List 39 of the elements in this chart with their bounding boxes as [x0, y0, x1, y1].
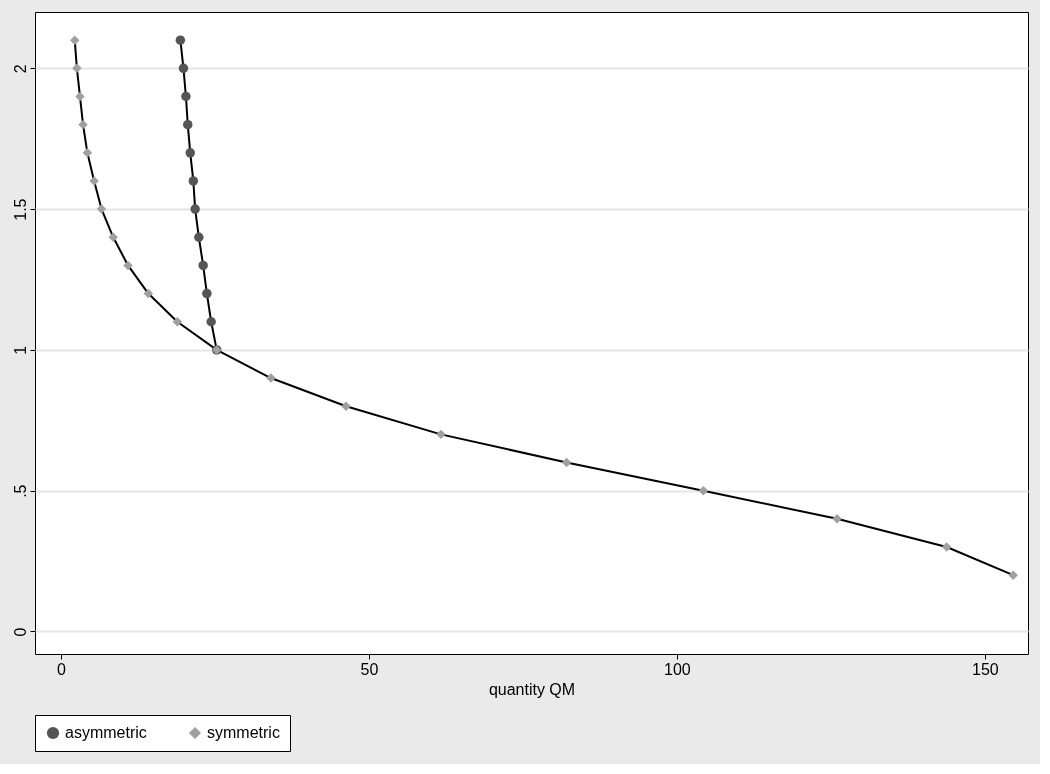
point [72, 63, 82, 74]
point [206, 317, 216, 327]
point [1008, 570, 1018, 580]
x-tick-label: 150 [972, 660, 999, 678]
x-tick-label: 0 [56, 660, 66, 678]
point [75, 91, 85, 102]
legend-label: symmetric [207, 724, 280, 741]
point [188, 176, 199, 186]
point [78, 119, 88, 130]
y-tick-label: .5 [11, 484, 29, 498]
x-axis-title: quantity QM [488, 680, 576, 698]
point [198, 260, 208, 271]
x-tick-label: 50 [360, 660, 379, 678]
y-tick-label: 1.5 [11, 198, 29, 221]
point [185, 148, 195, 158]
point [82, 148, 93, 158]
x-tick-label: 100 [664, 660, 691, 678]
point [143, 288, 154, 299]
y-tick-label: 0 [11, 627, 29, 637]
point [181, 91, 191, 102]
point [194, 232, 204, 242]
point [69, 35, 80, 45]
y-tick-label: 1 [11, 345, 29, 355]
legend-label: asymmetric [65, 724, 147, 741]
point [436, 429, 446, 440]
point [941, 542, 952, 552]
point [190, 204, 200, 214]
point [183, 119, 193, 130]
point [108, 232, 118, 243]
y-tick-label: 2 [11, 64, 29, 74]
point [175, 35, 186, 45]
point [178, 63, 189, 74]
point [96, 204, 107, 214]
point [123, 260, 133, 271]
point [172, 316, 183, 327]
point [202, 288, 212, 299]
point [698, 485, 709, 496]
point [341, 401, 351, 411]
point [561, 457, 572, 468]
